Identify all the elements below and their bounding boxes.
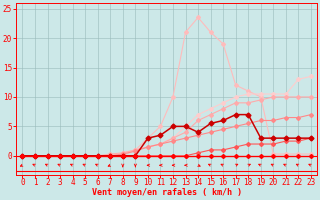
X-axis label: Vent moyen/en rafales ( km/h ): Vent moyen/en rafales ( km/h ) [92,188,242,197]
